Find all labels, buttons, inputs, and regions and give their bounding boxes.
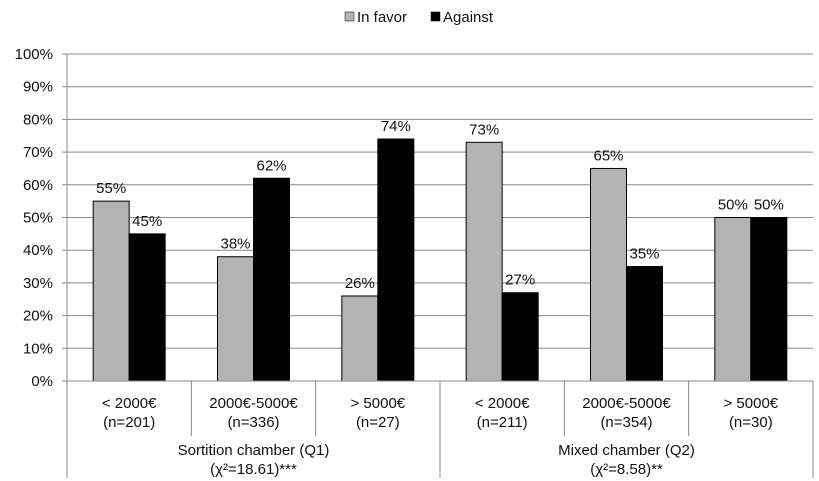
legend-label-in-favor: In favor <box>357 9 407 26</box>
bars <box>92 138 788 382</box>
against-bar <box>377 138 415 382</box>
category-label-line2: (n=27) <box>356 414 400 431</box>
group-label-line2: (χ²=18.61)*** <box>210 461 297 478</box>
against-data-label: 45% <box>132 213 162 230</box>
against-data-label: 74% <box>381 118 411 135</box>
against-data-label: 50% <box>754 197 784 214</box>
x-axis: < 2000€ (n=201) 2000€-5000€ (n=336) > 5000€ (… <box>66 380 814 478</box>
y-axis: 0% 10% 20% 30% 40% 50% 60% 70% 80% 90% 100% <box>15 46 68 390</box>
y-tick-label: 90% <box>23 79 53 96</box>
in-favor-data-label: 50% <box>718 197 748 214</box>
in-favor-bar <box>217 256 254 382</box>
in-favor-bar <box>341 295 379 382</box>
y-tick-label: 100% <box>15 46 53 63</box>
against-data-label: 35% <box>629 246 659 263</box>
y-tick-label: 30% <box>23 275 53 292</box>
against-bar <box>750 217 788 382</box>
group-label-line1: Sortition chamber (Q1) <box>178 442 330 459</box>
legend-swatch-against <box>430 11 441 22</box>
y-tick-label: 10% <box>23 340 53 357</box>
y-tick-label: 50% <box>23 210 53 227</box>
category-label-line2: (n=30) <box>729 414 773 431</box>
in-favor-data-label: 55% <box>96 180 126 197</box>
in-favor-data-label: 38% <box>220 236 250 253</box>
category-label-line1: < 2000€ <box>102 395 157 412</box>
category-label-line2: (n=201) <box>103 414 155 431</box>
against-data-label: 27% <box>505 272 535 289</box>
against-data-label: 62% <box>256 157 286 174</box>
y-tick-label: 80% <box>23 111 53 128</box>
data-labels: 55% 38% 26% 73% 65% 50% 45% 62% 74% 27% 35% 50% <box>96 118 784 292</box>
legend-label-against: Against <box>443 9 494 26</box>
group-label-line2: (χ²=8.58)** <box>590 461 663 478</box>
category-label-line2: (n=211) <box>477 414 528 431</box>
y-tick-label: 20% <box>23 308 53 325</box>
y-tick-label: 0% <box>31 373 53 390</box>
category-label-line1: < 2000€ <box>475 395 530 412</box>
category-label-line1: > 5000€ <box>351 395 406 412</box>
in-favor-bar <box>590 167 627 382</box>
legend: In favor Against <box>344 9 494 26</box>
in-favor-bar <box>465 141 503 382</box>
against-bar <box>253 177 290 382</box>
against-bar <box>128 233 166 382</box>
category-label-line1: 2000€-5000€ <box>582 395 671 412</box>
category-label-line2: (n=336) <box>227 414 279 431</box>
category-label-line2: (n=354) <box>600 414 652 431</box>
in-favor-bar <box>92 200 130 382</box>
gridlines <box>67 53 813 349</box>
category-label-line1: > 5000€ <box>724 395 779 412</box>
against-bar <box>501 292 539 382</box>
group-label-line1: Mixed chamber (Q2) <box>558 442 695 459</box>
y-tick-label: 70% <box>23 144 53 161</box>
in-favor-data-label: 65% <box>593 147 623 164</box>
category-label-line1: 2000€-5000€ <box>209 395 298 412</box>
y-tick-label: 40% <box>23 242 53 259</box>
y-tick-label: 60% <box>23 177 53 194</box>
against-bar <box>626 266 663 382</box>
in-favor-bar <box>714 217 752 382</box>
in-favor-data-label: 26% <box>345 275 375 292</box>
legend-swatch-in-favor <box>344 11 355 22</box>
in-favor-data-label: 73% <box>469 121 499 138</box>
